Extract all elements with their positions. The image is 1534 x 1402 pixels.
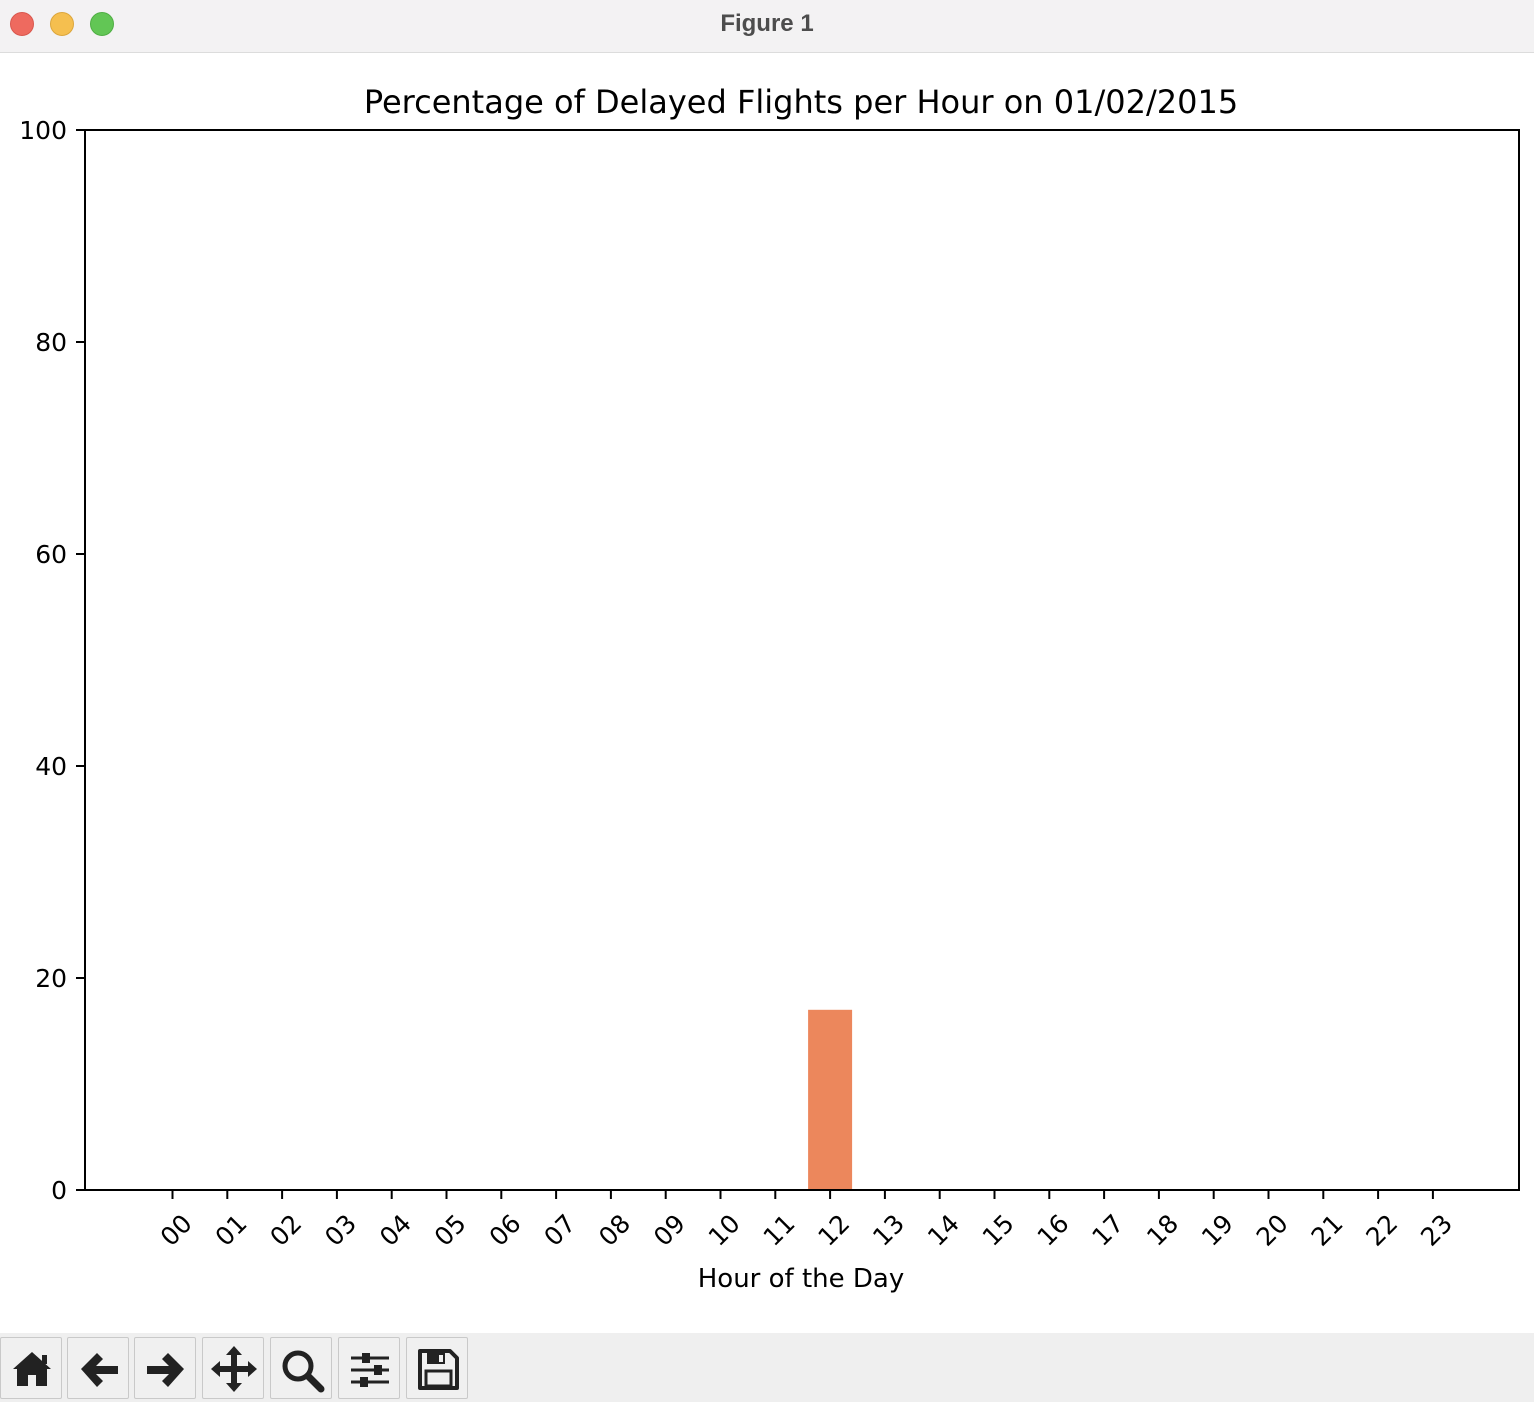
pan-button[interactable] [202, 1337, 264, 1399]
y-tick-label: 20 [35, 964, 67, 993]
navigation-toolbar [0, 1333, 1534, 1402]
y-tick-label: 0 [51, 1176, 67, 1205]
x-tick-label: 11 [758, 1209, 801, 1252]
x-tick-label: 14 [922, 1209, 965, 1252]
y-tick-label: 60 [35, 540, 67, 569]
configure-subplots-icon [351, 1353, 389, 1387]
minimize-window-button[interactable] [50, 12, 74, 36]
x-tick-label: 09 [648, 1209, 691, 1252]
window-titlebar: Figure 1 [0, 0, 1534, 53]
x-tick-label: 08 [593, 1209, 636, 1252]
home-button[interactable] [0, 1337, 62, 1399]
chart-title: Percentage of Delayed Flights per Hour o… [364, 83, 1238, 121]
y-tick-label: 100 [19, 116, 67, 145]
configure-subplots-button[interactable] [338, 1337, 400, 1399]
bar-12 [808, 1009, 853, 1190]
bar-chart: Percentage of Delayed Flights per Hour o… [19, 83, 1520, 1294]
save-floppy-icon [418, 1349, 459, 1390]
x-tick-label: 19 [1196, 1209, 1239, 1252]
plot-frame [84, 129, 1520, 1191]
x-tick-label: 04 [374, 1209, 417, 1252]
maximize-window-button[interactable] [90, 12, 114, 36]
back-arrow-icon [81, 1353, 118, 1387]
x-tick-label: 23 [1415, 1209, 1458, 1252]
forward-button[interactable] [134, 1337, 196, 1399]
x-tick-label: 18 [1141, 1209, 1184, 1252]
zoom-button[interactable] [270, 1337, 332, 1399]
y-tick-label: 40 [35, 752, 67, 781]
close-window-button[interactable] [10, 12, 34, 36]
x-axis-label: Hour of the Day [698, 1264, 905, 1294]
x-tick-label: 22 [1360, 1209, 1403, 1252]
x-tick-label: 00 [155, 1209, 198, 1252]
x-tick-label: 01 [210, 1209, 253, 1252]
y-tick-label: 80 [35, 328, 67, 357]
x-tick-label: 15 [977, 1209, 1020, 1252]
x-tick-label: 13 [867, 1209, 910, 1252]
home-icon [13, 1352, 51, 1386]
x-tick-label: 02 [264, 1209, 307, 1252]
x-tick-label: 16 [1032, 1209, 1075, 1252]
back-button[interactable] [67, 1337, 129, 1399]
x-tick-label: 10 [703, 1209, 746, 1252]
x-tick-label: 12 [812, 1209, 855, 1252]
save-button[interactable] [406, 1337, 468, 1399]
x-tick-label: 03 [319, 1209, 362, 1252]
pan-move-icon [211, 1346, 257, 1392]
forward-arrow-icon [147, 1353, 184, 1387]
x-tick-label: 17 [1086, 1209, 1129, 1252]
window-title: Figure 1 [720, 10, 814, 37]
x-tick-label: 21 [1306, 1209, 1349, 1252]
x-tick-label: 20 [1251, 1209, 1294, 1252]
x-tick-label: 05 [429, 1209, 472, 1252]
x-tick-label: 07 [538, 1209, 581, 1252]
x-tick-label: 06 [484, 1209, 527, 1252]
figure-canvas: Percentage of Delayed Flights per Hour o… [0, 53, 1534, 1333]
zoom-magnifier-icon [282, 1350, 325, 1393]
